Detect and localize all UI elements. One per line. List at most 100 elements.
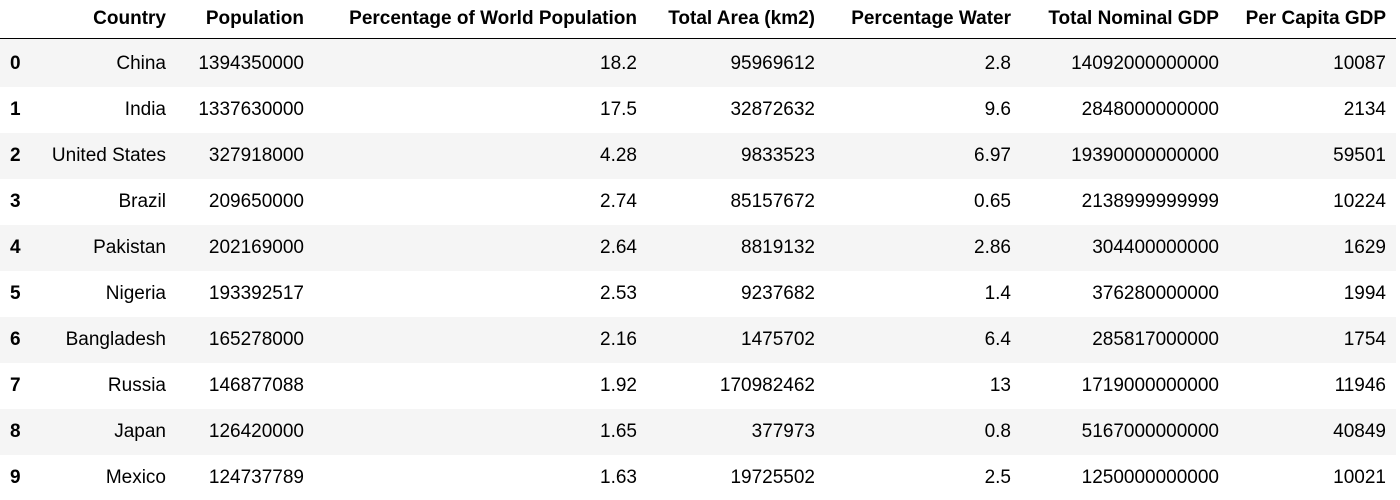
row-index: 7 (10, 374, 21, 396)
row-index: 0 (10, 52, 21, 74)
cell-population: 126420000 (208, 420, 304, 442)
cell-total-area: 8819132 (741, 236, 815, 258)
cell-percentage-water: 2.86 (974, 236, 1011, 258)
header-row: Country Population Percentage of World P… (0, 0, 1396, 39)
cell-population: 1394350000 (198, 52, 304, 74)
cell-percentage-world-population: 1.63 (600, 466, 637, 488)
cell-population: 327918000 (208, 144, 304, 166)
cell-total-nominal-gdp: 14092000000000 (1071, 52, 1219, 74)
index-header (0, 0, 32, 39)
cell-percentage-world-population: 2.74 (600, 190, 637, 212)
cell-percentage-water: 2.5 (984, 466, 1011, 488)
cell-population: 146877088 (208, 374, 304, 396)
table-row: 7 Russia 146877088 1.92 170982462 13 171900000… (0, 362, 1396, 409)
cell-percentage-world-population: 2.16 (600, 328, 637, 350)
table-row: 2 United States 327918000 4.28 9833523 6.97 19… (0, 132, 1396, 179)
cell-country: India (124, 98, 166, 120)
cell-per-capita-gdp: 10021 (1333, 466, 1386, 488)
cell-country: China (116, 52, 166, 74)
cell-country: Pakistan (93, 236, 166, 258)
cell-per-capita-gdp: 10087 (1333, 52, 1386, 74)
cell-percentage-water: 0.8 (984, 420, 1011, 442)
row-index: 9 (10, 466, 21, 488)
column-header-per-capita-gdp: Per Capita GDP (1229, 0, 1396, 39)
cell-population: 202169000 (208, 236, 304, 258)
cell-per-capita-gdp: 59501 (1333, 144, 1386, 166)
table-row: 1 India 1337630000 17.5 32872632 9.6 284800000… (0, 86, 1396, 133)
cell-total-area: 1475702 (741, 328, 815, 350)
cell-total-nominal-gdp: 304400000000 (1092, 236, 1219, 258)
cell-total-nominal-gdp: 5167000000000 (1081, 420, 1219, 442)
column-header-population: Population (176, 0, 314, 39)
row-index: 8 (10, 420, 21, 442)
cell-per-capita-gdp: 1994 (1343, 282, 1386, 304)
table-row: 0 China 1394350000 18.2 95969612 2.8 140920000… (0, 38, 1396, 87)
cell-percentage-world-population: 1.65 (600, 420, 637, 442)
cell-percentage-water: 0.65 (974, 190, 1011, 212)
cell-total-nominal-gdp: 285817000000 (1092, 328, 1219, 350)
cell-country: Nigeria (105, 282, 166, 304)
cell-percentage-world-population: 2.64 (600, 236, 637, 258)
cell-country: Japan (114, 420, 166, 442)
cell-percentage-world-population: 2.53 (600, 282, 637, 304)
cell-total-area: 85157672 (730, 190, 815, 212)
row-index: 4 (10, 236, 21, 258)
cell-total-area: 9237682 (741, 282, 815, 304)
column-header-country: Country (32, 0, 176, 39)
row-index: 3 (10, 190, 21, 212)
cell-percentage-water: 9.6 (984, 98, 1011, 120)
cell-percentage-water: 1.4 (984, 282, 1011, 304)
cell-per-capita-gdp: 11946 (1334, 374, 1386, 396)
row-index: 1 (10, 98, 21, 120)
cell-total-nominal-gdp: 2848000000000 (1081, 98, 1219, 120)
cell-population: 193392517 (208, 282, 304, 304)
cell-total-nominal-gdp: 19390000000000 (1071, 144, 1219, 166)
cell-total-nominal-gdp: 1250000000000 (1081, 466, 1219, 488)
table-row: 6 Bangladesh 165278000 2.16 1475702 6.4 285817… (0, 316, 1396, 363)
cell-country: Brazil (118, 190, 166, 212)
cell-percentage-world-population: 4.28 (600, 144, 637, 166)
row-index: 6 (10, 328, 21, 350)
cell-population: 1337630000 (198, 98, 304, 120)
cell-country: United States (51, 144, 166, 166)
cell-population: 165278000 (208, 328, 304, 350)
cell-population: 209650000 (208, 190, 304, 212)
cell-total-area: 9833523 (741, 144, 815, 166)
column-header-total-nominal-gdp: Total Nominal GDP (1021, 0, 1229, 39)
table-row: 8 Japan 126420000 1.65 377973 0.8 516700000000… (0, 408, 1396, 455)
column-header-total-area: Total Area (km2) (647, 0, 825, 39)
cell-percentage-world-population: 17.5 (600, 98, 637, 120)
cell-country: Russia (107, 374, 166, 396)
cell-percentage-world-population: 18.2 (600, 52, 637, 74)
column-header-percentage-water: Percentage Water (825, 0, 1021, 39)
cell-total-nominal-gdp: 376280000000 (1092, 282, 1219, 304)
table-header: Country Population Percentage of World P… (0, 0, 1396, 39)
cell-country: Bangladesh (65, 328, 166, 350)
cell-per-capita-gdp: 1629 (1343, 236, 1386, 258)
cell-total-nominal-gdp: 1719000000000 (1081, 374, 1219, 396)
cell-total-area: 19725502 (730, 466, 815, 488)
column-header-percentage-world-population: Percentage of World Population (314, 0, 647, 39)
table-row: 9 Mexico 124737789 1.63 19725502 2.5 125000000… (0, 454, 1396, 500)
table-row: 4 Pakistan 202169000 2.64 8819132 2.86 3044000… (0, 224, 1396, 271)
cell-per-capita-gdp: 10224 (1333, 190, 1386, 212)
cell-total-area: 95969612 (730, 52, 815, 74)
table-row: 5 Nigeria 193392517 2.53 9237682 1.4 376280000… (0, 270, 1396, 317)
cell-country: Mexico (105, 466, 166, 488)
cell-total-area: 32872632 (730, 98, 815, 120)
cell-total-area: 377973 (751, 420, 815, 442)
cell-percentage-water: 13 (989, 374, 1011, 396)
cell-percentage-water: 2.8 (984, 52, 1011, 74)
cell-per-capita-gdp: 2134 (1343, 98, 1386, 120)
table-row: 3 Brazil 209650000 2.74 85157672 0.65 21389999… (0, 178, 1396, 225)
cell-percentage-water: 6.4 (984, 328, 1011, 350)
row-index: 2 (10, 144, 21, 166)
cell-per-capita-gdp: 1754 (1343, 328, 1386, 350)
table-body: 0 China 1394350000 18.2 95969612 2.8 140920000… (0, 38, 1396, 500)
row-index: 5 (10, 282, 21, 304)
cell-percentage-world-population: 1.92 (600, 374, 637, 396)
cell-total-area: 170982462 (719, 374, 815, 396)
cell-total-nominal-gdp: 2138999999999 (1081, 190, 1219, 212)
